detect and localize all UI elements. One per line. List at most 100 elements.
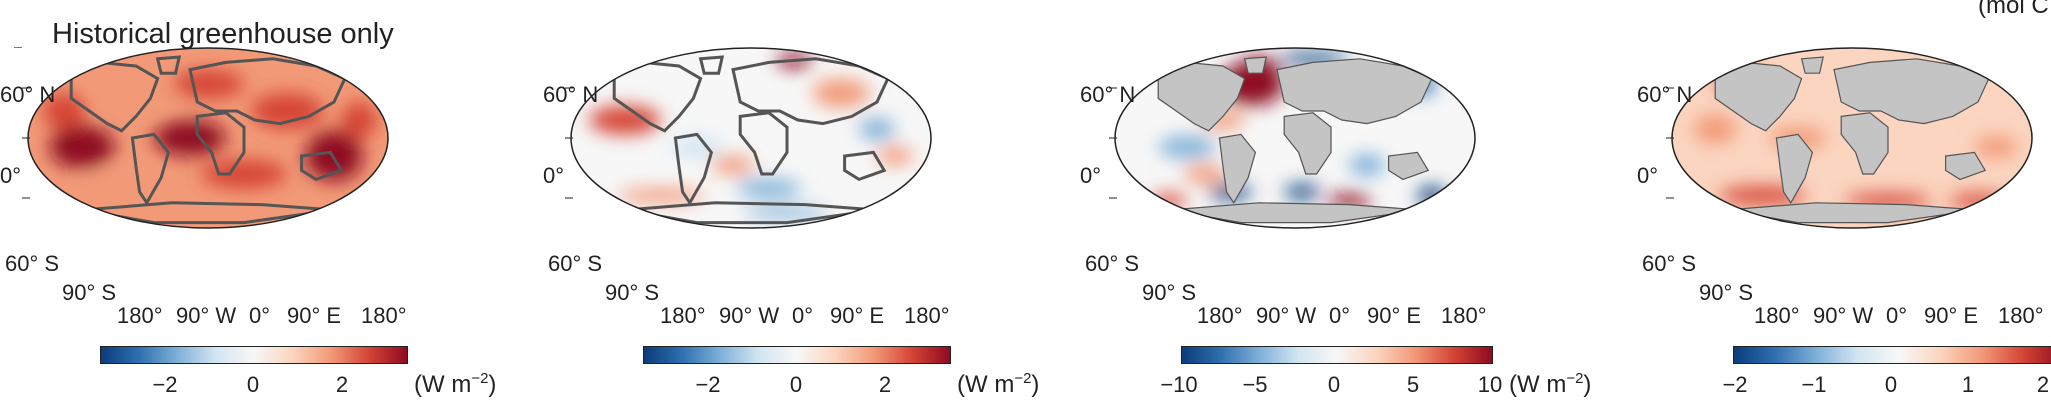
lat-label-0: 0° bbox=[0, 163, 22, 188]
figure-title: Historical greenhouse only bbox=[52, 18, 394, 50]
field-blob bbox=[1974, 136, 2018, 158]
lon-label-90w: 90° W bbox=[176, 303, 237, 328]
continent-outline bbox=[1775, 133, 1814, 204]
map-panel-1: 60° N 0° 60° S 90° S 180° 90° W 0° 90° E… bbox=[0, 0, 520, 405]
unit-base: (W m bbox=[1509, 371, 1567, 398]
lon-label-0: 0° bbox=[1886, 303, 1908, 328]
field-blob bbox=[49, 125, 115, 169]
field-blob bbox=[671, 136, 723, 158]
colorbar-tick: 2 bbox=[2036, 372, 2050, 397]
colorbar-tick: 2 bbox=[878, 372, 892, 397]
lat-label-60s: 60° S bbox=[5, 251, 60, 276]
continent-outline bbox=[1714, 61, 1803, 132]
field-blob bbox=[743, 208, 831, 220]
lat-label-60n: 60° N bbox=[0, 82, 56, 107]
unit-exponent: −2 bbox=[471, 370, 489, 387]
lon-label-180e: 180° bbox=[361, 303, 407, 328]
continent-outline bbox=[1833, 58, 1990, 125]
continent-outline bbox=[1157, 61, 1246, 132]
colorbar-tick: 10 bbox=[1477, 372, 1503, 397]
colorbar-tick: 0 bbox=[246, 372, 260, 397]
lon-label-90e: 90° E bbox=[1367, 303, 1422, 328]
continent-outline bbox=[69, 60, 160, 133]
field-blob bbox=[1949, 193, 2007, 209]
lat-label-60s: 60° S bbox=[1085, 251, 1140, 276]
continent-outline bbox=[698, 55, 725, 75]
lat-label-60n: 60° N bbox=[1080, 82, 1136, 107]
lon-label-180w: 180° bbox=[1197, 303, 1243, 328]
field-blob bbox=[1284, 184, 1321, 200]
lon-label-180w: 180° bbox=[1754, 303, 1800, 328]
lat-label-90s: 90° S bbox=[605, 280, 660, 305]
field-blob bbox=[589, 105, 661, 135]
colorbar-unit: (W m−2) bbox=[414, 370, 496, 399]
continent-outline bbox=[130, 132, 171, 206]
field-blob bbox=[200, 159, 288, 189]
field-blob bbox=[1183, 165, 1227, 183]
field-blobs bbox=[589, 53, 913, 220]
colorbar-tick: 5 bbox=[1406, 372, 1420, 397]
lat-label-0: 0° bbox=[543, 163, 565, 188]
field-blob bbox=[341, 102, 378, 138]
lon-label-90e: 90° E bbox=[1924, 303, 1979, 328]
continent-outline bbox=[612, 60, 703, 133]
continent-outline bbox=[738, 111, 789, 176]
field-layer bbox=[1115, 48, 1475, 228]
colorbar-tick: −10 bbox=[1160, 372, 1198, 397]
colorbar bbox=[1733, 346, 2051, 364]
colorbar bbox=[643, 346, 951, 364]
map-svg bbox=[565, 47, 932, 229]
unit-exponent: −2 bbox=[1566, 370, 1584, 387]
colorbar-tick: 0 bbox=[1884, 372, 1898, 397]
colorbar bbox=[100, 346, 408, 364]
lon-label-180w: 180° bbox=[117, 303, 163, 328]
continent-outline bbox=[188, 57, 347, 126]
continent-outline bbox=[1243, 56, 1267, 74]
field-blob bbox=[877, 147, 913, 165]
field-blob bbox=[812, 78, 870, 108]
continent-outline bbox=[300, 150, 344, 182]
lon-label-90w: 90° W bbox=[719, 303, 780, 328]
lon-label-0: 0° bbox=[1329, 303, 1351, 328]
colorbar-unit: (W m−2) bbox=[1509, 370, 1591, 399]
field-blob bbox=[92, 78, 180, 108]
lat-label-90s: 90° S bbox=[1142, 280, 1197, 305]
colorbar-tick: −2 bbox=[695, 372, 721, 397]
continent-outline bbox=[731, 57, 890, 126]
continent-outline bbox=[1800, 56, 1824, 74]
map-svg bbox=[1666, 47, 2033, 229]
map-panel-2: 60° N 0° 60° S 90° S 180° 90° W 0° 90° E… bbox=[543, 0, 1063, 405]
field-layer bbox=[28, 48, 388, 228]
field-layer bbox=[571, 48, 931, 228]
lat-label-60n: 60° N bbox=[543, 82, 599, 107]
lon-label-180e: 180° bbox=[904, 303, 950, 328]
field-blob bbox=[859, 118, 895, 140]
colorbar-unit: (W m−2) bbox=[957, 370, 1039, 399]
colorbar bbox=[1181, 346, 1493, 364]
unit-close: ) bbox=[488, 371, 497, 398]
lon-label-90w: 90° W bbox=[1256, 303, 1317, 328]
lat-label-60s: 60° S bbox=[548, 251, 603, 276]
continent-outline bbox=[155, 55, 182, 75]
continent-outline bbox=[1945, 151, 1987, 181]
lon-label-180e: 180° bbox=[1998, 303, 2044, 328]
lon-label-180e: 180° bbox=[1441, 303, 1487, 328]
continent-outline bbox=[673, 132, 714, 206]
continent-outline bbox=[195, 111, 246, 176]
lon-label-90w: 90° W bbox=[1813, 303, 1874, 328]
lon-label-90e: 90° E bbox=[830, 303, 885, 328]
continent-outline bbox=[843, 150, 887, 182]
lon-label-0: 0° bbox=[792, 303, 814, 328]
field-blob bbox=[154, 120, 226, 156]
colorbar-tick: −2 bbox=[152, 372, 178, 397]
field-blob bbox=[82, 172, 154, 194]
continent-outline bbox=[1276, 58, 1433, 125]
field-layer bbox=[1672, 48, 2032, 228]
continent-outline bbox=[1388, 151, 1430, 181]
lat-label-0: 0° bbox=[1637, 163, 1659, 188]
unit-close: ) bbox=[1583, 371, 1592, 398]
colorbar-tick: −5 bbox=[1242, 372, 1268, 397]
clipped-unit-label: (mol C bbox=[1978, 0, 2049, 19]
unit-exponent: −2 bbox=[1014, 370, 1032, 387]
unit-base: (W m bbox=[414, 371, 472, 398]
